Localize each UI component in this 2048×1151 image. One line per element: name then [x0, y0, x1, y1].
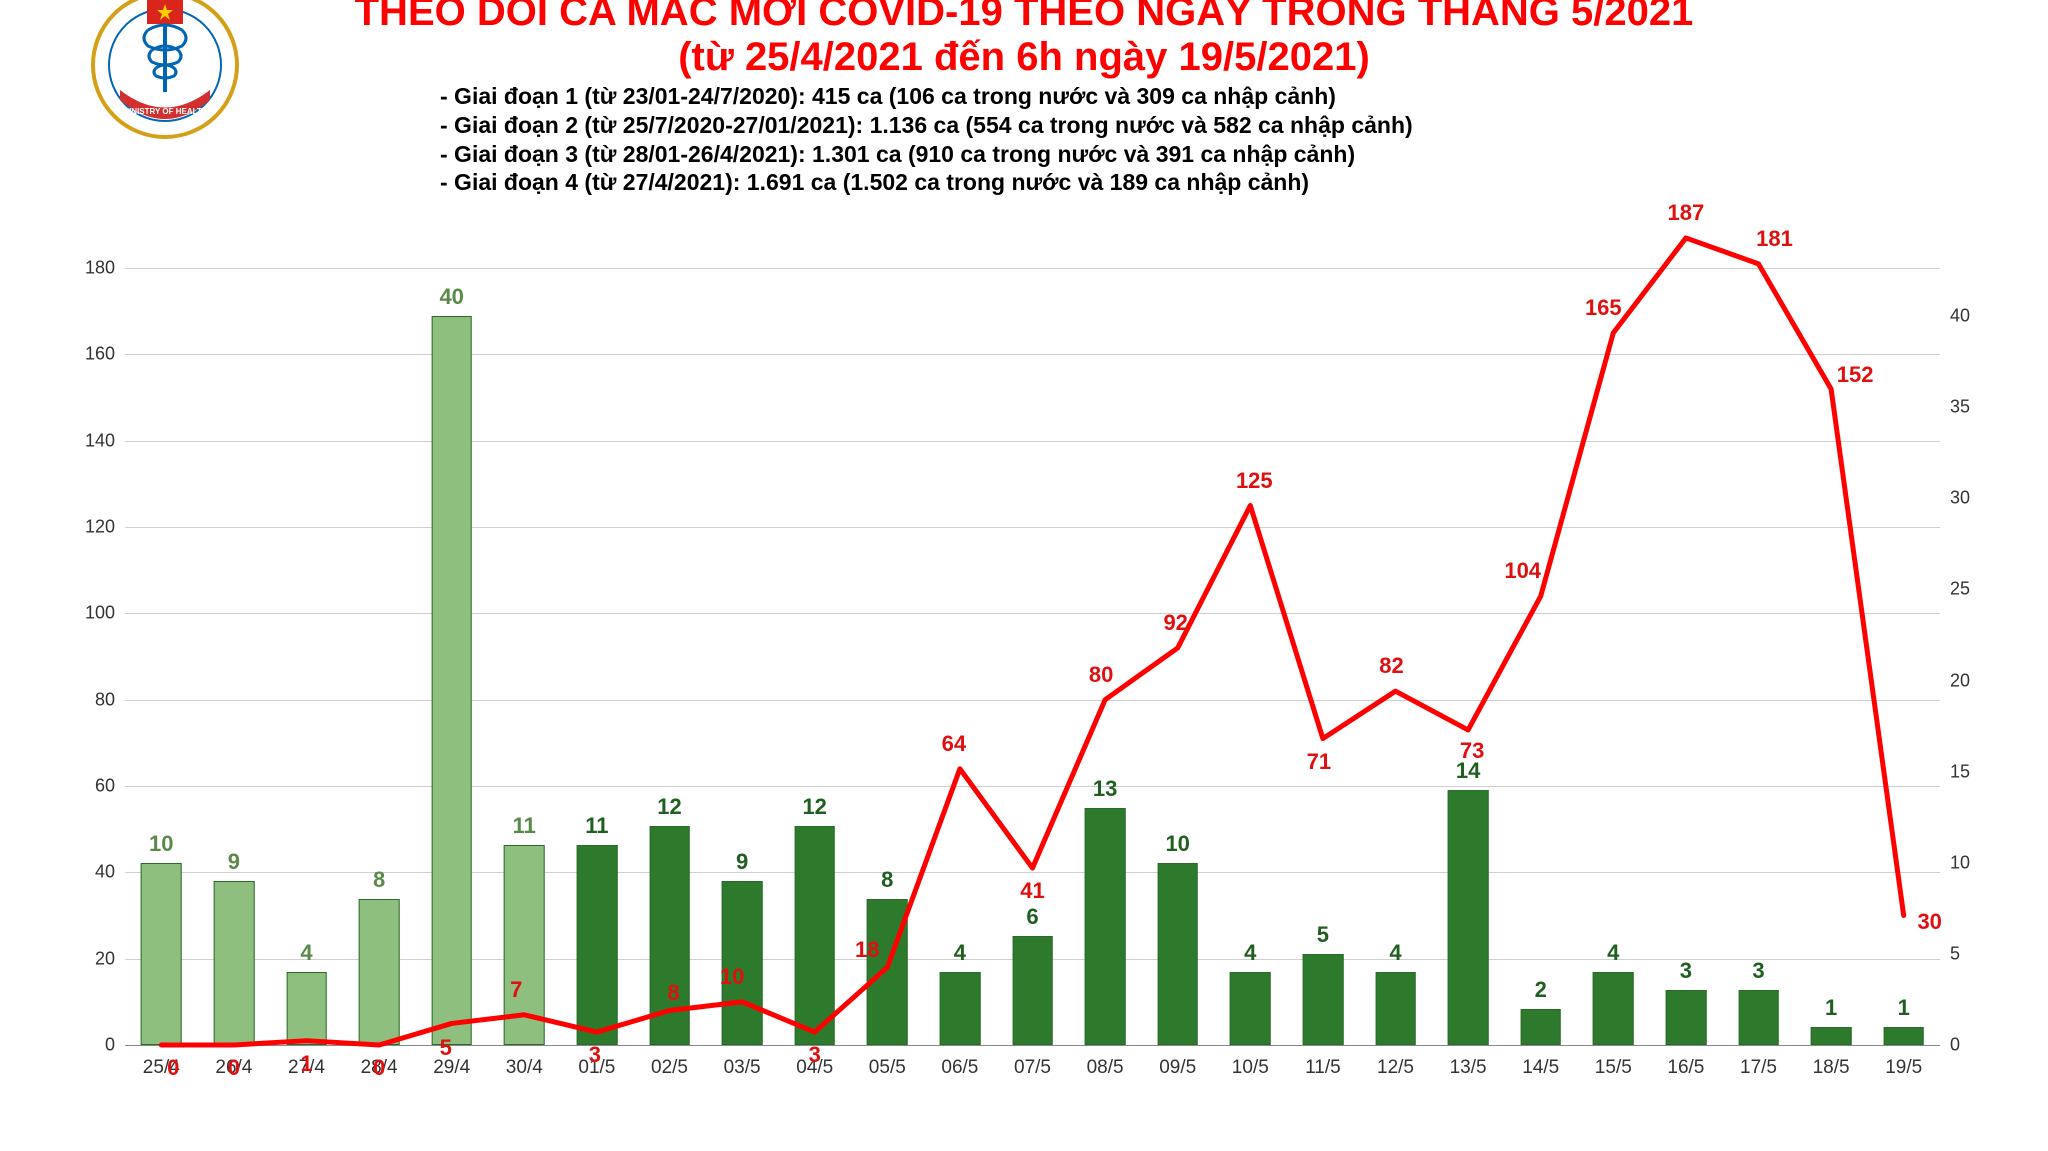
x-tick-label: 02/5	[651, 1057, 688, 1079]
phase-line: - Giai đoạn 2 (từ 25/7/2020-27/01/2021):…	[440, 111, 1413, 140]
y-right-tick: 40	[1950, 306, 1970, 327]
line-value-label: 5	[440, 1035, 452, 1061]
line-value-label: 0	[167, 1055, 179, 1081]
y-right-tick: 25	[1950, 579, 1970, 600]
x-tick-label: 03/5	[724, 1057, 761, 1079]
y-right-tick: 0	[1950, 1035, 1960, 1056]
y-right-tick: 15	[1950, 761, 1970, 782]
x-tick-label: 07/5	[1014, 1057, 1051, 1079]
line-value-label: 3	[589, 1042, 601, 1068]
y-left-tick: 60	[95, 776, 115, 797]
chart-title-line-1: THEO DÕI CA MẮC MỚI COVID-19 THEO NGÀY T…	[0, 0, 2048, 35]
plot-region: 0204060801001201401601800510152025303540…	[125, 225, 1940, 1045]
y-left-tick: 160	[85, 344, 115, 365]
x-tick-label: 15/5	[1595, 1057, 1632, 1079]
line-value-label: 3	[809, 1042, 821, 1068]
x-tick-label: 17/5	[1740, 1057, 1777, 1079]
y-left-tick: 180	[85, 258, 115, 279]
phase-line: - Giai đoạn 3 (từ 28/01-26/4/2021): 1.30…	[440, 140, 1413, 169]
x-tick-label: 19/5	[1885, 1057, 1922, 1079]
x-tick-label: 08/5	[1087, 1057, 1124, 1079]
x-tick-label: 14/5	[1522, 1057, 1559, 1079]
x-tick-label: 06/5	[941, 1057, 978, 1079]
y-right-tick: 35	[1950, 397, 1970, 418]
line-value-label: 73	[1460, 738, 1484, 764]
line-value-label: 41	[1020, 878, 1044, 904]
chart-area: 0204060801001201401601800510152025303540…	[55, 225, 2010, 1105]
phase-summary: - Giai đoạn 1 (từ 23/01-24/7/2020): 415 …	[440, 82, 1413, 197]
x-tick-label: 09/5	[1159, 1057, 1196, 1079]
line-value-label: 1	[300, 1051, 312, 1077]
line-value-label: 165	[1585, 295, 1622, 321]
y-left-tick: 80	[95, 689, 115, 710]
phase-line: - Giai đoạn 4 (từ 27/4/2021): 1.691 ca (…	[440, 168, 1413, 197]
line-value-label: 0	[373, 1055, 385, 1081]
line-value-label: 80	[1089, 662, 1113, 688]
line-value-label: 8	[667, 980, 679, 1006]
y-left-tick: 100	[85, 603, 115, 624]
line-value-label: 18	[855, 937, 879, 963]
svg-text:MINISTRY OF HEALTH: MINISTRY OF HEALTH	[122, 107, 207, 116]
y-left-tick: 40	[95, 862, 115, 883]
line-value-label: 152	[1837, 362, 1874, 388]
line-value-label: 71	[1307, 749, 1331, 775]
x-tick-label: 05/5	[869, 1057, 906, 1079]
chart-title-line-2: (từ 25/4/2021 đến 6h ngày 19/5/2021)	[0, 35, 2048, 80]
line-value-label: 82	[1379, 653, 1403, 679]
line-value-label: 0	[228, 1055, 240, 1081]
line-value-label: 125	[1236, 468, 1273, 494]
line-value-label: 187	[1668, 200, 1705, 226]
y-left-tick: 20	[95, 948, 115, 969]
line-value-label: 30	[1917, 909, 1941, 935]
line-value-label: 92	[1163, 610, 1187, 636]
x-tick-label: 11/5	[1305, 1057, 1341, 1079]
trend-line	[125, 225, 1940, 1045]
x-tick-label: 10/5	[1232, 1057, 1269, 1079]
y-left-tick: 0	[105, 1035, 115, 1056]
y-right-tick: 30	[1950, 488, 1970, 509]
x-tick-label: 30/4	[506, 1057, 543, 1079]
y-left-tick: 120	[85, 517, 115, 538]
line-value-label: 64	[942, 731, 966, 757]
line-value-label: 181	[1756, 226, 1793, 252]
grid-line	[125, 1045, 1940, 1046]
phase-line: - Giai đoạn 1 (từ 23/01-24/7/2020): 415 …	[440, 82, 1413, 111]
x-tick-label: 13/5	[1450, 1057, 1487, 1079]
y-right-tick: 20	[1950, 670, 1970, 691]
x-tick-label: 16/5	[1667, 1057, 1704, 1079]
line-value-label: 10	[720, 964, 744, 990]
line-value-label: 7	[510, 977, 522, 1003]
x-tick-label: 18/5	[1813, 1057, 1850, 1079]
y-left-tick: 140	[85, 430, 115, 451]
x-tick-label: 12/5	[1377, 1057, 1414, 1079]
y-right-tick: 5	[1950, 943, 1960, 964]
line-value-label: 104	[1504, 558, 1541, 584]
y-right-tick: 10	[1950, 852, 1970, 873]
